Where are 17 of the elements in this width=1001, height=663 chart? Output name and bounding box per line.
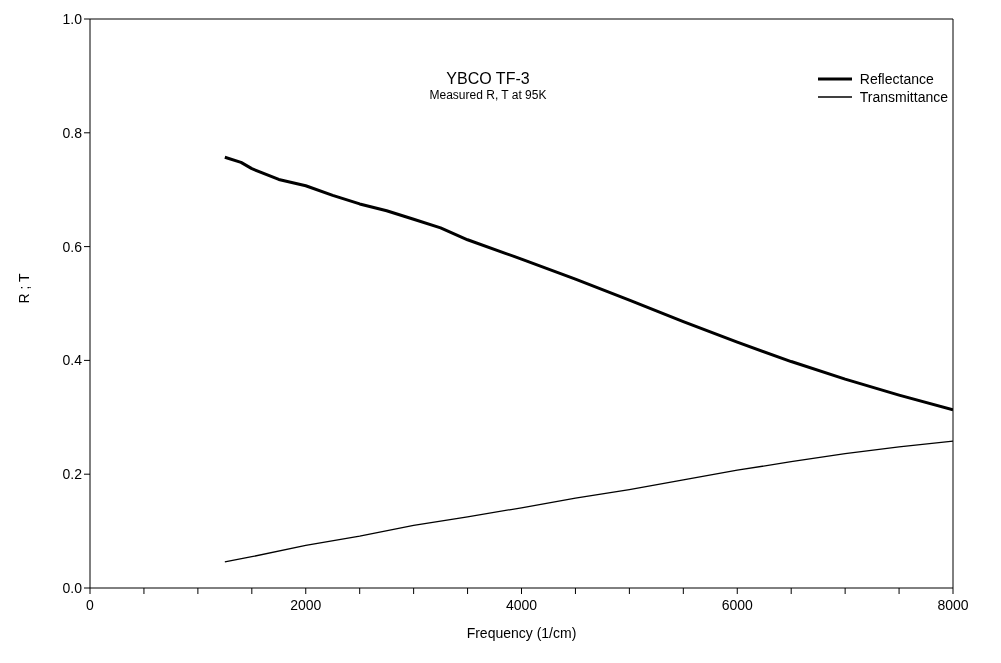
legend-label: Reflectance xyxy=(859,70,934,88)
y-tick-label: 0.0 xyxy=(62,579,83,596)
y-tick-label: 1.0 xyxy=(62,10,83,27)
text: YBCO TF-3 xyxy=(445,70,531,88)
x-tick-label: 6000 xyxy=(721,597,754,613)
x-tick-label: 8000 xyxy=(937,597,969,613)
y-tick-label: 0.2 xyxy=(62,466,83,483)
x-tick-label: 4000 xyxy=(505,597,538,613)
y-tick-label: 0.6 xyxy=(62,238,83,255)
y-tick-label: 0.4 xyxy=(62,352,83,369)
legend-label: Transmittance xyxy=(859,88,948,106)
x-tick-label: 2000 xyxy=(290,597,322,613)
x-tick-label: 0 xyxy=(86,597,95,613)
y-tick-label: 0.8 xyxy=(62,124,83,141)
x-axis-title: Frequency (1/cm) xyxy=(466,625,577,641)
y-axis-title: R ; T xyxy=(15,272,32,304)
text: Measured R, T at 95K xyxy=(428,88,548,102)
